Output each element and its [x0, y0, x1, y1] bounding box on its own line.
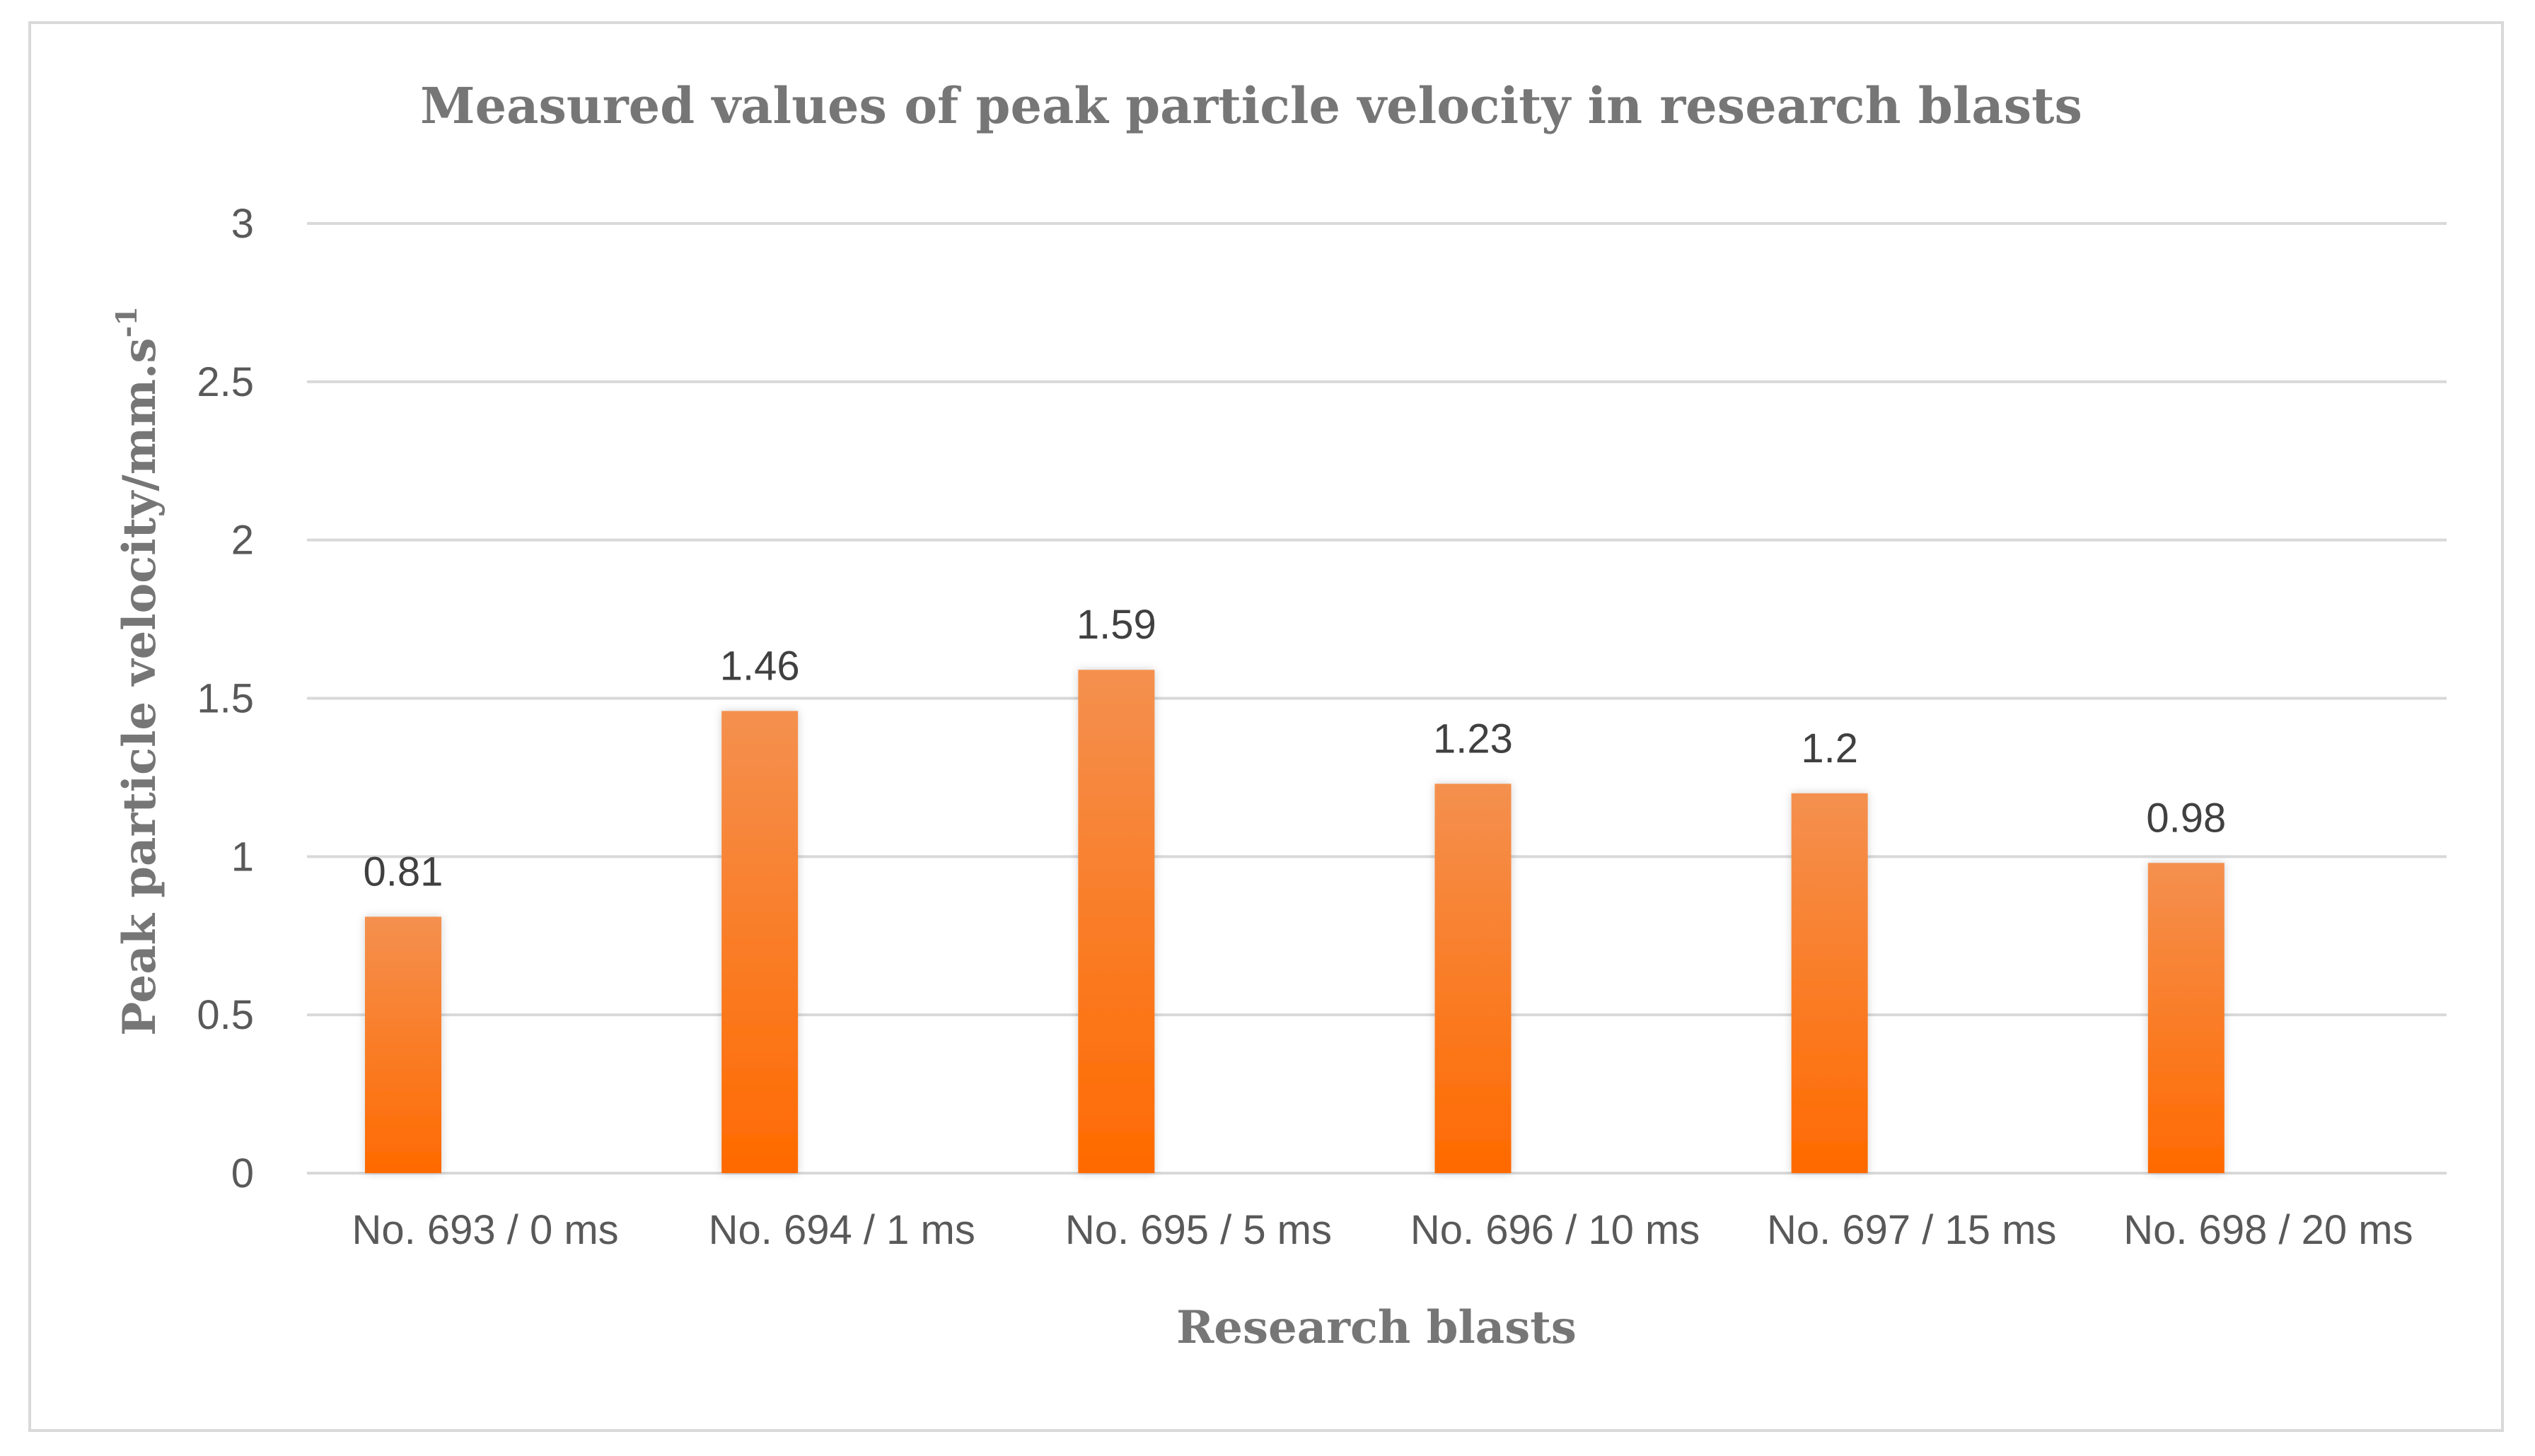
chart-title: Measured values of peak particle velocit…: [420, 76, 2082, 135]
x-tick-label: No. 693 / 0 ms: [352, 1207, 618, 1253]
y-tick-label: 1.5: [197, 676, 254, 722]
y-tick-label: 0.5: [197, 992, 254, 1038]
bars: [365, 670, 2224, 1173]
data-label: 1.59: [1077, 602, 1156, 648]
y-tick-label: 2: [231, 518, 254, 564]
y-axis-ticks: 0 0.5 1 1.5 2 2.5 3: [197, 201, 254, 1196]
data-label: 0.98: [2146, 795, 2226, 841]
data-label: 1.46: [720, 643, 800, 689]
x-tick-label: No. 695 / 5 ms: [1065, 1207, 1332, 1253]
data-label: 1.23: [1433, 716, 1513, 762]
bar: [2147, 863, 2224, 1173]
gridlines: [307, 222, 2447, 1175]
x-axis-title: Research blasts: [1176, 1301, 1577, 1354]
data-label: 0.81: [364, 849, 443, 895]
y-axis-title: Peak particle velocity/mm.s-1: [110, 306, 166, 1036]
y-tick-label: 2.5: [197, 359, 254, 405]
data-label: 1.2: [1801, 726, 1858, 771]
y-tick-label: 3: [231, 201, 254, 247]
bar: [365, 916, 441, 1173]
y-axis-title-main: Peak particle velocity/mm.s: [113, 338, 166, 1036]
bar: [1791, 793, 1868, 1173]
x-tick-label: No. 697 / 15 ms: [1767, 1207, 2056, 1253]
bar: [721, 711, 799, 1173]
bar-chart: Measured values of peak particle velocit…: [110, 76, 2447, 1354]
y-axis-title-superscript: -1: [110, 306, 144, 337]
x-axis-ticks: No. 693 / 0 ms No. 694 / 1 ms No. 695 / 5 …: [352, 1207, 2413, 1253]
y-tick-label: 1: [231, 834, 254, 880]
bar: [1078, 670, 1155, 1173]
x-tick-label: No. 694 / 1 ms: [709, 1207, 975, 1253]
data-labels: 0.81 1.46 1.59 1.23 1.2 0.98: [364, 602, 2227, 895]
x-tick-label: No. 698 / 20 ms: [2123, 1207, 2413, 1253]
bar: [1434, 784, 1512, 1173]
chart-frame: Measured values of peak particle velocit…: [28, 21, 2504, 1432]
y-tick-label: 0: [231, 1151, 254, 1196]
x-tick-label: No. 696 / 10 ms: [1410, 1207, 1700, 1253]
